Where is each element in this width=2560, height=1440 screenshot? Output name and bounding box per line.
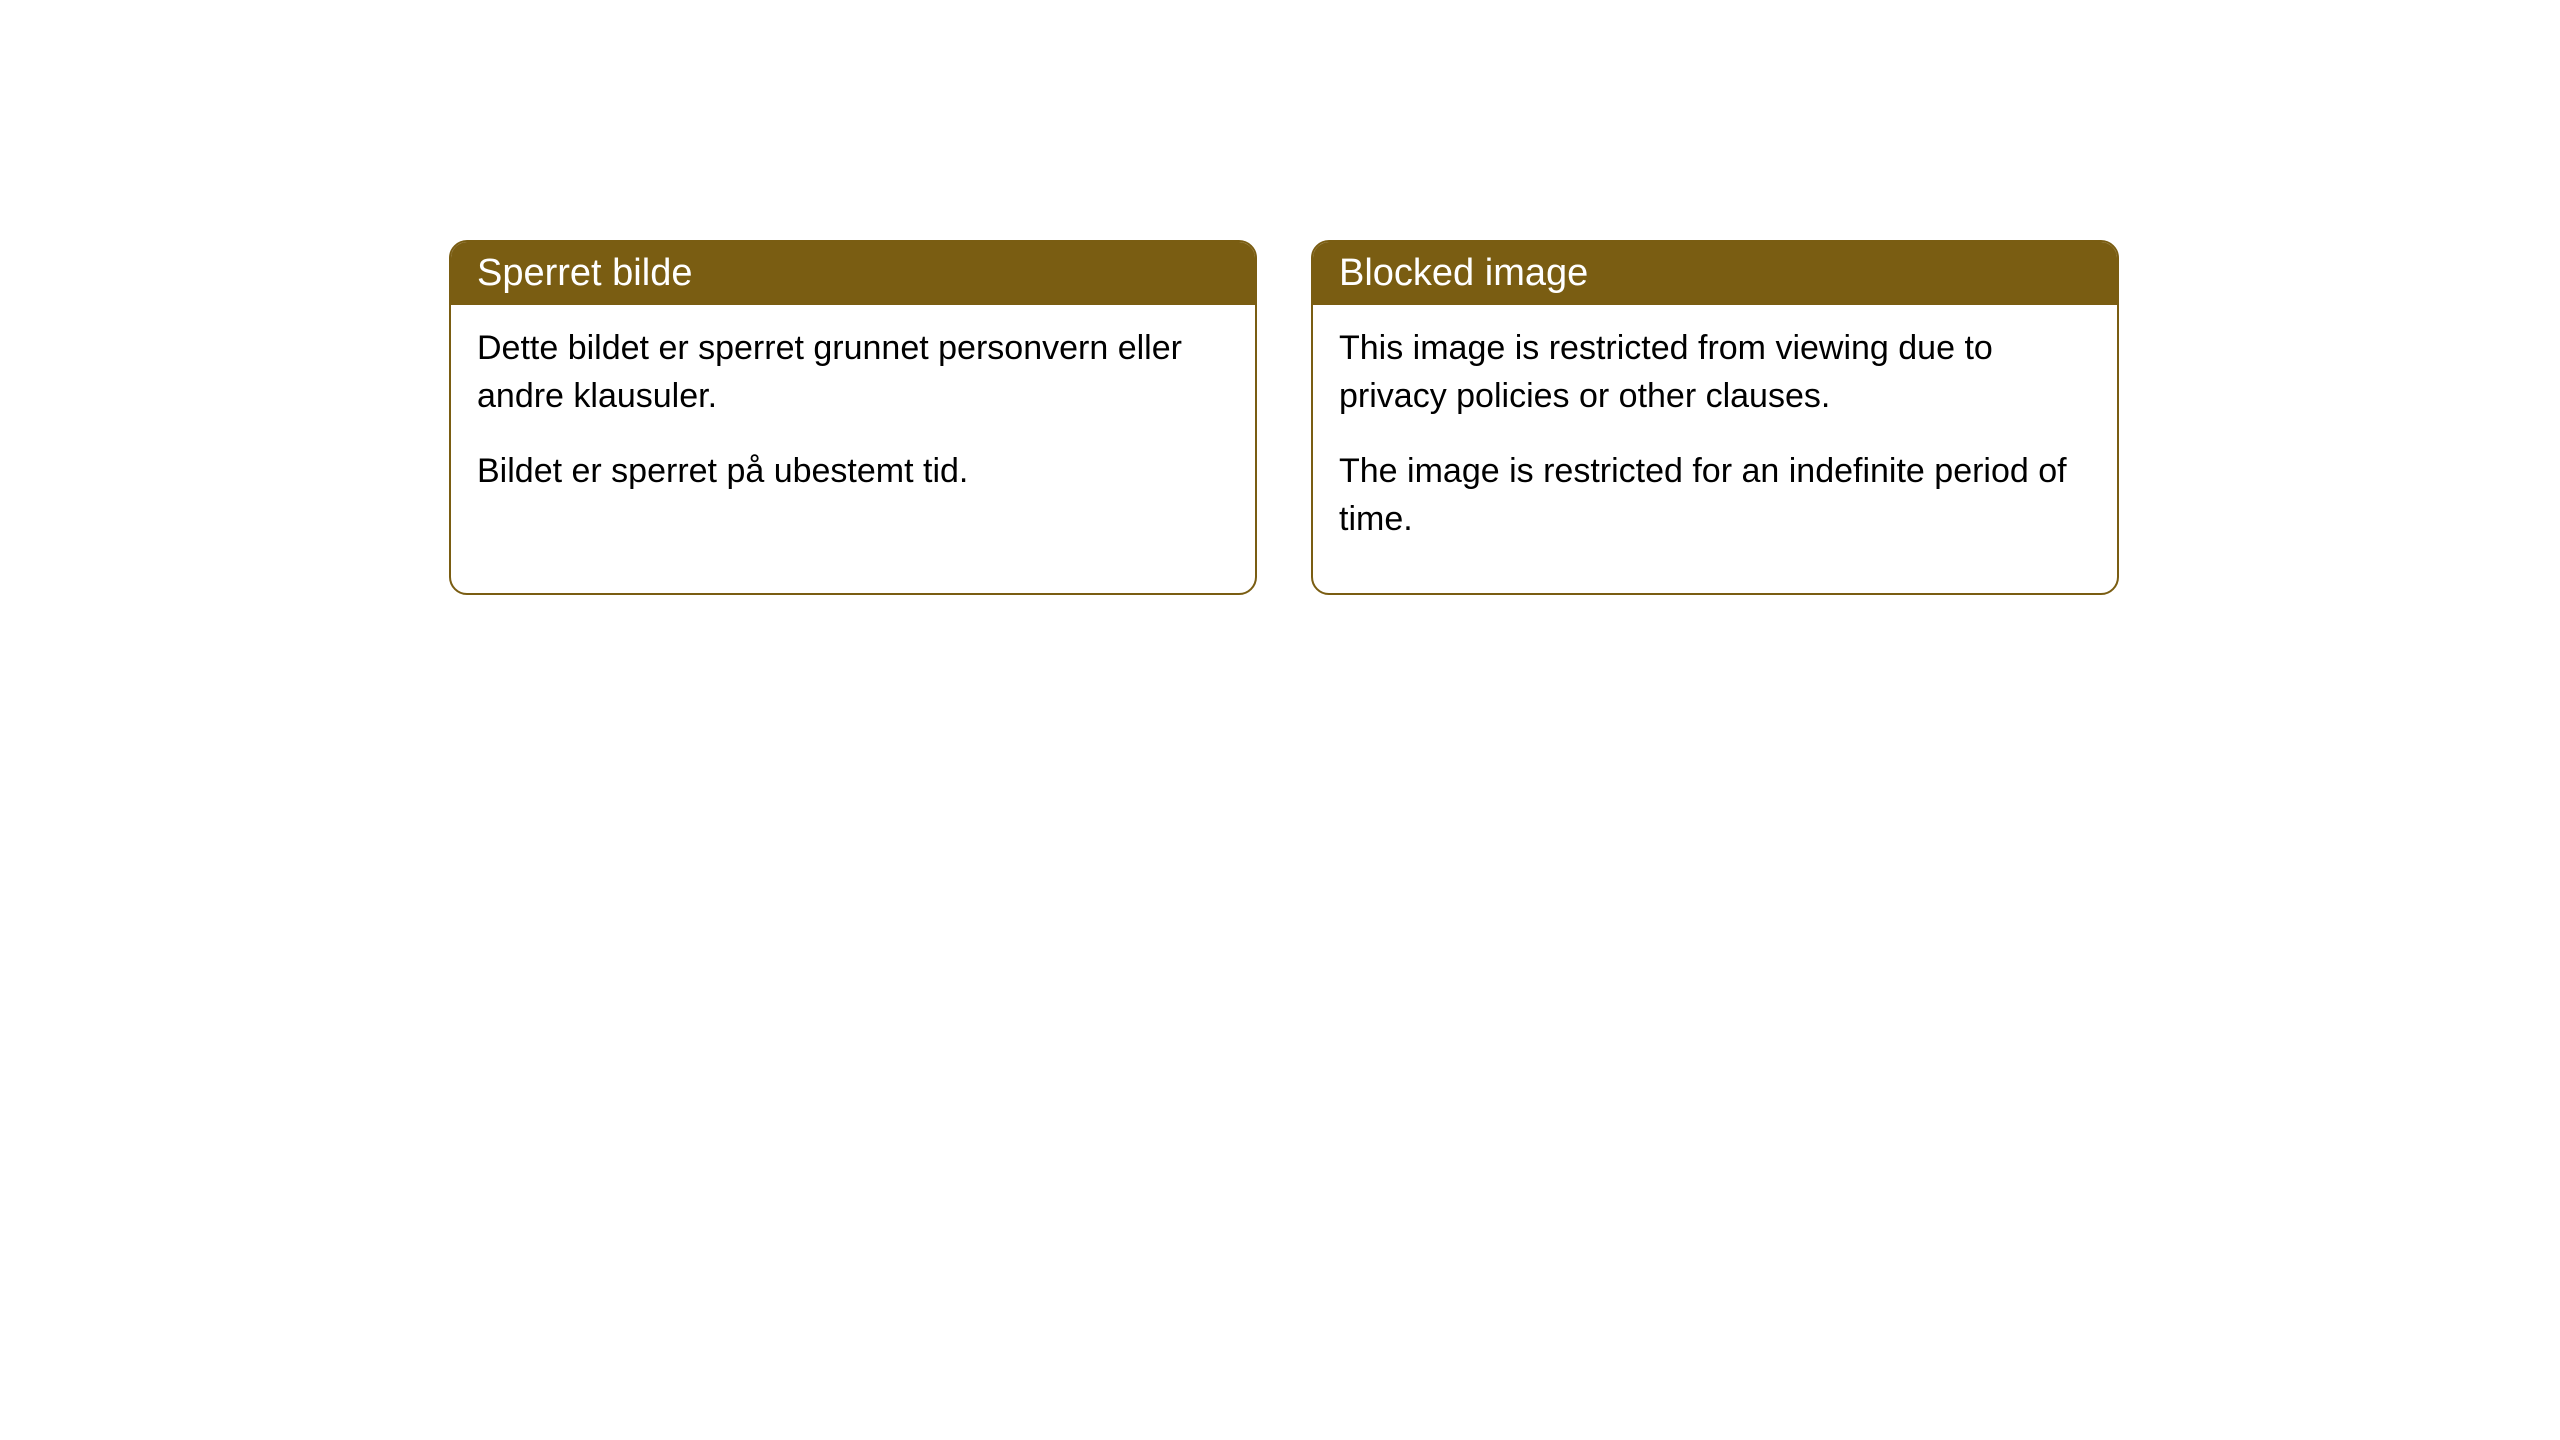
- card-paragraph: The image is restricted for an indefinit…: [1339, 448, 2091, 543]
- card-paragraph: Bildet er sperret på ubestemt tid.: [477, 448, 1229, 496]
- card-title: Sperret bilde: [451, 242, 1255, 305]
- card-paragraph: Dette bildet er sperret grunnet personve…: [477, 325, 1229, 420]
- card-paragraph: This image is restricted from viewing du…: [1339, 325, 2091, 420]
- card-body: Dette bildet er sperret grunnet personve…: [451, 305, 1255, 546]
- card-body: This image is restricted from viewing du…: [1313, 305, 2117, 593]
- blocked-image-card-norwegian: Sperret bilde Dette bildet er sperret gr…: [449, 240, 1257, 595]
- cards-container: Sperret bilde Dette bildet er sperret gr…: [449, 240, 2119, 595]
- card-title: Blocked image: [1313, 242, 2117, 305]
- blocked-image-card-english: Blocked image This image is restricted f…: [1311, 240, 2119, 595]
